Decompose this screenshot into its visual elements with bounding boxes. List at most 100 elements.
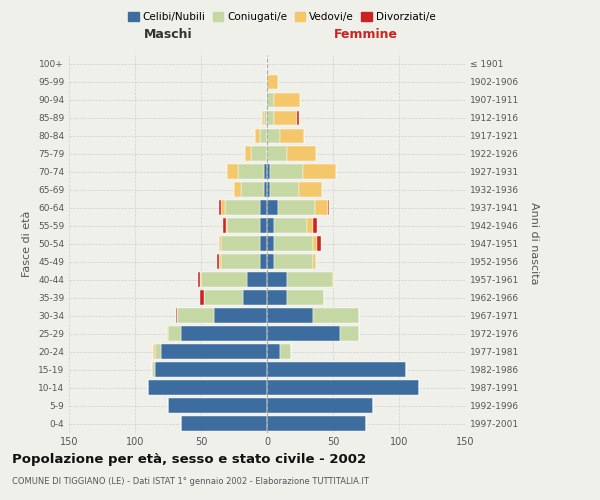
Text: COMUNE DI TIGGIANO (LE) - Dati ISTAT 1° gennaio 2002 - Elaborazione TUTTITALIA.I: COMUNE DI TIGGIANO (LE) - Dati ISTAT 1° … bbox=[12, 476, 369, 486]
Bar bbox=[238, 164, 265, 179]
Bar bbox=[177, 308, 214, 323]
Bar bbox=[267, 272, 287, 287]
Y-axis label: Fasce di età: Fasce di età bbox=[22, 210, 32, 277]
Bar bbox=[241, 182, 265, 197]
Bar bbox=[167, 326, 168, 341]
Bar bbox=[155, 362, 267, 377]
Bar bbox=[265, 182, 267, 197]
Bar bbox=[220, 236, 221, 251]
Bar bbox=[299, 182, 322, 197]
Bar bbox=[267, 380, 419, 395]
Bar bbox=[278, 200, 314, 215]
Bar bbox=[269, 164, 302, 179]
Bar bbox=[287, 272, 333, 287]
Bar bbox=[203, 290, 243, 305]
Bar bbox=[267, 308, 313, 323]
Bar bbox=[234, 182, 241, 197]
Bar bbox=[199, 272, 200, 287]
Bar bbox=[287, 146, 316, 161]
Bar bbox=[260, 200, 267, 215]
Bar bbox=[317, 236, 321, 251]
Bar bbox=[307, 218, 313, 233]
Bar bbox=[313, 254, 316, 269]
Bar bbox=[245, 146, 251, 161]
Bar bbox=[260, 218, 267, 233]
Bar bbox=[251, 146, 267, 161]
Bar bbox=[267, 218, 274, 233]
Bar bbox=[161, 344, 267, 359]
Bar bbox=[267, 74, 278, 90]
Bar bbox=[280, 344, 291, 359]
Bar bbox=[262, 110, 265, 126]
Bar bbox=[340, 326, 359, 341]
Bar bbox=[220, 254, 221, 269]
Bar bbox=[274, 110, 298, 126]
Text: Femmine: Femmine bbox=[334, 28, 398, 40]
Bar bbox=[200, 290, 203, 305]
Bar bbox=[200, 272, 201, 287]
Bar bbox=[267, 398, 373, 413]
Bar bbox=[265, 164, 267, 179]
Bar bbox=[267, 290, 287, 305]
Bar bbox=[267, 362, 406, 377]
Bar bbox=[333, 272, 334, 287]
Bar bbox=[274, 218, 307, 233]
Bar bbox=[247, 272, 267, 287]
Bar bbox=[221, 236, 260, 251]
Bar bbox=[168, 398, 267, 413]
Bar bbox=[274, 92, 300, 108]
Bar bbox=[313, 308, 359, 323]
Bar bbox=[227, 164, 238, 179]
Bar bbox=[255, 128, 260, 144]
Bar bbox=[155, 344, 161, 359]
Text: Popolazione per età, sesso e stato civile - 2002: Popolazione per età, sesso e stato civil… bbox=[12, 452, 366, 466]
Bar bbox=[267, 254, 274, 269]
Bar bbox=[225, 200, 260, 215]
Bar bbox=[267, 200, 278, 215]
Bar bbox=[298, 110, 299, 126]
Bar bbox=[267, 416, 366, 431]
Bar bbox=[274, 236, 313, 251]
Bar bbox=[154, 344, 155, 359]
Bar bbox=[221, 200, 225, 215]
Bar bbox=[265, 110, 267, 126]
Y-axis label: Anni di nascita: Anni di nascita bbox=[529, 202, 539, 285]
Bar bbox=[267, 92, 274, 108]
Bar bbox=[214, 308, 267, 323]
Bar bbox=[313, 236, 317, 251]
Bar bbox=[302, 164, 335, 179]
Bar bbox=[243, 290, 267, 305]
Bar bbox=[267, 110, 274, 126]
Bar bbox=[267, 128, 280, 144]
Bar bbox=[221, 254, 260, 269]
Bar bbox=[220, 200, 221, 215]
Bar bbox=[152, 362, 155, 377]
Bar bbox=[181, 416, 267, 431]
Bar bbox=[267, 344, 280, 359]
Bar bbox=[260, 236, 267, 251]
Bar bbox=[313, 218, 317, 233]
Bar bbox=[267, 326, 340, 341]
Bar bbox=[267, 146, 287, 161]
Bar bbox=[314, 200, 328, 215]
Bar bbox=[267, 236, 274, 251]
Bar bbox=[148, 380, 267, 395]
Bar bbox=[260, 254, 267, 269]
Bar bbox=[280, 128, 304, 144]
Bar bbox=[226, 218, 227, 233]
Bar bbox=[168, 326, 181, 341]
Bar bbox=[269, 182, 299, 197]
Bar bbox=[217, 254, 220, 269]
Bar bbox=[223, 218, 226, 233]
Bar bbox=[287, 290, 324, 305]
Bar bbox=[328, 200, 329, 215]
Bar bbox=[267, 182, 269, 197]
Bar bbox=[201, 272, 247, 287]
Bar bbox=[176, 308, 177, 323]
Bar bbox=[260, 128, 267, 144]
Bar bbox=[267, 164, 269, 179]
Bar bbox=[274, 254, 313, 269]
Bar bbox=[181, 326, 267, 341]
Bar bbox=[227, 218, 260, 233]
Legend: Celibi/Nubili, Coniugati/e, Vedovi/e, Divorziati/e: Celibi/Nubili, Coniugati/e, Vedovi/e, Di… bbox=[124, 8, 440, 26]
